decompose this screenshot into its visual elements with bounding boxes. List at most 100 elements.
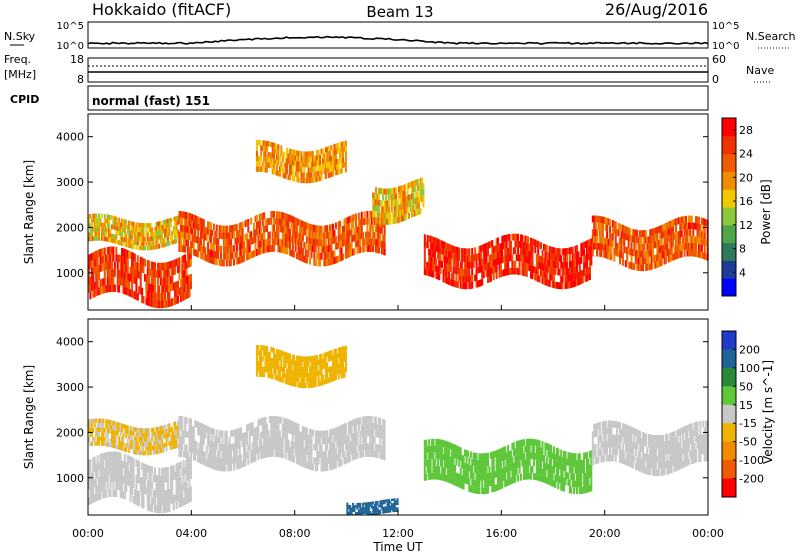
echo-cell <box>179 461 182 470</box>
echo-cell <box>151 504 154 512</box>
echo-cell <box>175 439 178 444</box>
echo-cell <box>528 264 531 272</box>
echo-cell <box>263 140 266 146</box>
echo-cell <box>280 246 283 253</box>
echo-cell <box>185 268 188 277</box>
echo-cell <box>214 442 217 450</box>
echo-cell <box>639 257 642 265</box>
echo-cell <box>164 228 167 234</box>
echo-cell <box>148 275 151 284</box>
echo-cell <box>131 431 134 436</box>
echo-cell <box>363 245 366 253</box>
echo-cell <box>545 477 548 484</box>
echo-cell <box>545 463 548 471</box>
echo-cell <box>288 374 291 380</box>
echo-cell <box>215 244 218 252</box>
echo-cell <box>225 239 228 247</box>
echo-cell <box>267 218 270 225</box>
echo-cell <box>462 462 465 470</box>
echo-cell <box>247 451 250 458</box>
echo-cell <box>316 360 319 366</box>
echo-cell <box>340 352 343 358</box>
echo-cell <box>155 222 158 227</box>
echo-cell <box>498 476 501 483</box>
echo-cell <box>142 437 145 442</box>
echo-cell <box>291 455 294 462</box>
echo-cell <box>505 248 508 255</box>
echo-cell <box>319 225 322 233</box>
echo-cell <box>534 473 537 481</box>
echo-cell <box>293 421 296 429</box>
echo-cell <box>376 205 379 212</box>
echo-cell <box>164 224 167 229</box>
echo-cell <box>141 432 144 438</box>
echo-cell <box>277 160 280 166</box>
echo-cell <box>156 277 159 286</box>
echo-cell <box>152 284 155 293</box>
echo-cell <box>568 281 571 289</box>
echo-cell <box>123 224 126 229</box>
echo-cell <box>126 470 129 478</box>
echo-cell <box>257 161 260 167</box>
echo-cell <box>316 176 319 182</box>
echo-cell <box>108 277 111 285</box>
echo-cell <box>443 248 446 256</box>
echo-cell <box>382 212 385 219</box>
echo-cell <box>693 236 696 244</box>
echo-cell <box>537 473 540 481</box>
echo-cell <box>102 231 105 237</box>
echo-cell <box>293 376 296 382</box>
echo-cell <box>273 211 276 218</box>
echo-cell <box>171 240 174 245</box>
echo-cell <box>162 242 165 248</box>
echo-cell <box>509 457 512 464</box>
echo-cell <box>129 239 132 244</box>
echo-cell <box>290 375 293 381</box>
echo-cell <box>238 243 241 250</box>
echo-cell <box>103 475 106 483</box>
echo-cell <box>487 486 490 494</box>
echo-cell <box>245 246 248 254</box>
echo-cell <box>647 250 650 257</box>
echo-cell <box>142 236 145 242</box>
echo-cell <box>487 276 490 283</box>
echo-cell <box>144 486 147 495</box>
echo-cell <box>540 256 543 263</box>
echo-cell <box>443 474 446 482</box>
echo-cell <box>337 158 340 164</box>
echo-cell <box>198 224 201 231</box>
echo-cell <box>90 283 93 291</box>
echo-cell <box>561 262 564 269</box>
echo-cell <box>202 226 205 233</box>
echo-cell <box>330 355 333 361</box>
echo-cell <box>197 230 200 237</box>
echo-cell <box>283 372 286 378</box>
echo-cell <box>304 367 307 373</box>
echo-cell <box>307 172 310 178</box>
echo-cell <box>105 441 108 447</box>
echo-cell <box>319 370 322 376</box>
echo-cell <box>423 453 426 461</box>
echo-cell <box>538 440 541 448</box>
echo-cell <box>695 250 698 257</box>
echo-cell <box>333 375 336 381</box>
echo-cell <box>393 217 396 224</box>
echo-cell <box>445 276 448 284</box>
echo-cell <box>224 437 227 445</box>
echo-cell <box>633 263 636 271</box>
echo-cell <box>146 236 149 242</box>
echo-cell <box>119 467 122 476</box>
echo-cell <box>616 242 619 250</box>
echo-cell <box>288 419 291 427</box>
echo-cell <box>276 436 279 444</box>
echo-cell <box>273 217 276 225</box>
echo-cell <box>514 448 517 456</box>
echo-cell <box>144 274 147 282</box>
echo-cell <box>474 466 477 474</box>
echo-cell <box>174 289 177 298</box>
echo-cell <box>245 233 248 241</box>
echo-cell <box>462 455 465 463</box>
echo-cell <box>215 463 218 471</box>
echo-cell <box>174 444 177 449</box>
